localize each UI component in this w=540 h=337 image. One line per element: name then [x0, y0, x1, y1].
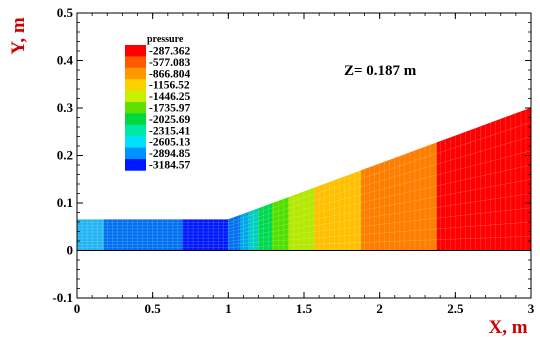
x-tick-label: 2.5 [447, 301, 464, 316]
legend-label: -2025.69 [149, 114, 190, 126]
x-tick-label: 0 [74, 301, 81, 316]
y-tick-label: 0 [67, 243, 74, 258]
legend-swatch [125, 159, 146, 171]
legend-swatch [125, 90, 146, 103]
x-tick-label: 2 [376, 301, 383, 316]
legend-label: -2605.13 [149, 137, 190, 149]
legend-swatch [125, 136, 146, 148]
x-tick-label: 3 [528, 301, 535, 316]
legend-label: -577.083 [149, 57, 190, 69]
y-tick-label: -0.1 [52, 290, 73, 305]
legend-swatch [125, 102, 146, 114]
legend-label: -1156.52 [149, 80, 190, 92]
mesh-line-horizontal [77, 236, 532, 248]
legend-label: -287.362 [149, 46, 190, 58]
mesh-line-horizontal [77, 179, 532, 236]
legend-swatch [125, 45, 146, 57]
mesh-line-horizontal [77, 207, 532, 242]
pressure-field [76, 107, 532, 251]
legend-swatch [125, 56, 146, 69]
mesh-lines [77, 109, 532, 251]
y-tick-label: 0.4 [57, 53, 74, 68]
legend-swatch [125, 124, 146, 137]
axes: 0 0.5 1 1.5 2 2.5 3-0.100.10.20.30.40.5 [52, 5, 534, 316]
y-tick-label: 0.1 [57, 195, 73, 210]
mesh-line-horizontal [77, 164, 532, 233]
mesh-line-horizontal [77, 136, 532, 227]
mesh-line-horizontal [77, 221, 532, 245]
mesh-line-horizontal [77, 150, 532, 230]
x-tick-label: 0.5 [145, 301, 162, 316]
legend-swatch [125, 147, 146, 160]
z-annotation: Z= 0.187 m [344, 63, 417, 79]
field-band-10 [361, 142, 438, 251]
mesh-line-horizontal [77, 193, 532, 239]
field-band-11 [436, 107, 532, 251]
x-tick-label: 1 [225, 301, 232, 316]
legend-label: -1735.97 [149, 103, 190, 115]
field-band-8 [288, 187, 315, 251]
legend-title: pressure [147, 34, 184, 45]
y-axis-label: Y, m [8, 17, 29, 54]
legend-swatch [125, 67, 146, 80]
y-tick-label: 0.5 [57, 5, 74, 20]
y-tick-label: 0.3 [57, 100, 74, 115]
legend-swatch [125, 113, 146, 126]
mesh-line-horizontal [77, 122, 532, 223]
legend-swatch [125, 79, 146, 91]
legend-label: -866.804 [149, 68, 190, 80]
legend: pressure-287.362-577.083-866.804-1156.52… [125, 34, 190, 172]
legend-label: -2315.41 [149, 125, 190, 137]
x-axis-label: X, m [488, 317, 527, 337]
x-tick-label: 1.5 [296, 301, 313, 316]
legend-label: -2894.85 [149, 148, 190, 160]
y-tick-label: 0.2 [57, 148, 73, 163]
legend-label: -3184.57 [149, 160, 190, 172]
legend-label: -1446.25 [149, 91, 190, 103]
